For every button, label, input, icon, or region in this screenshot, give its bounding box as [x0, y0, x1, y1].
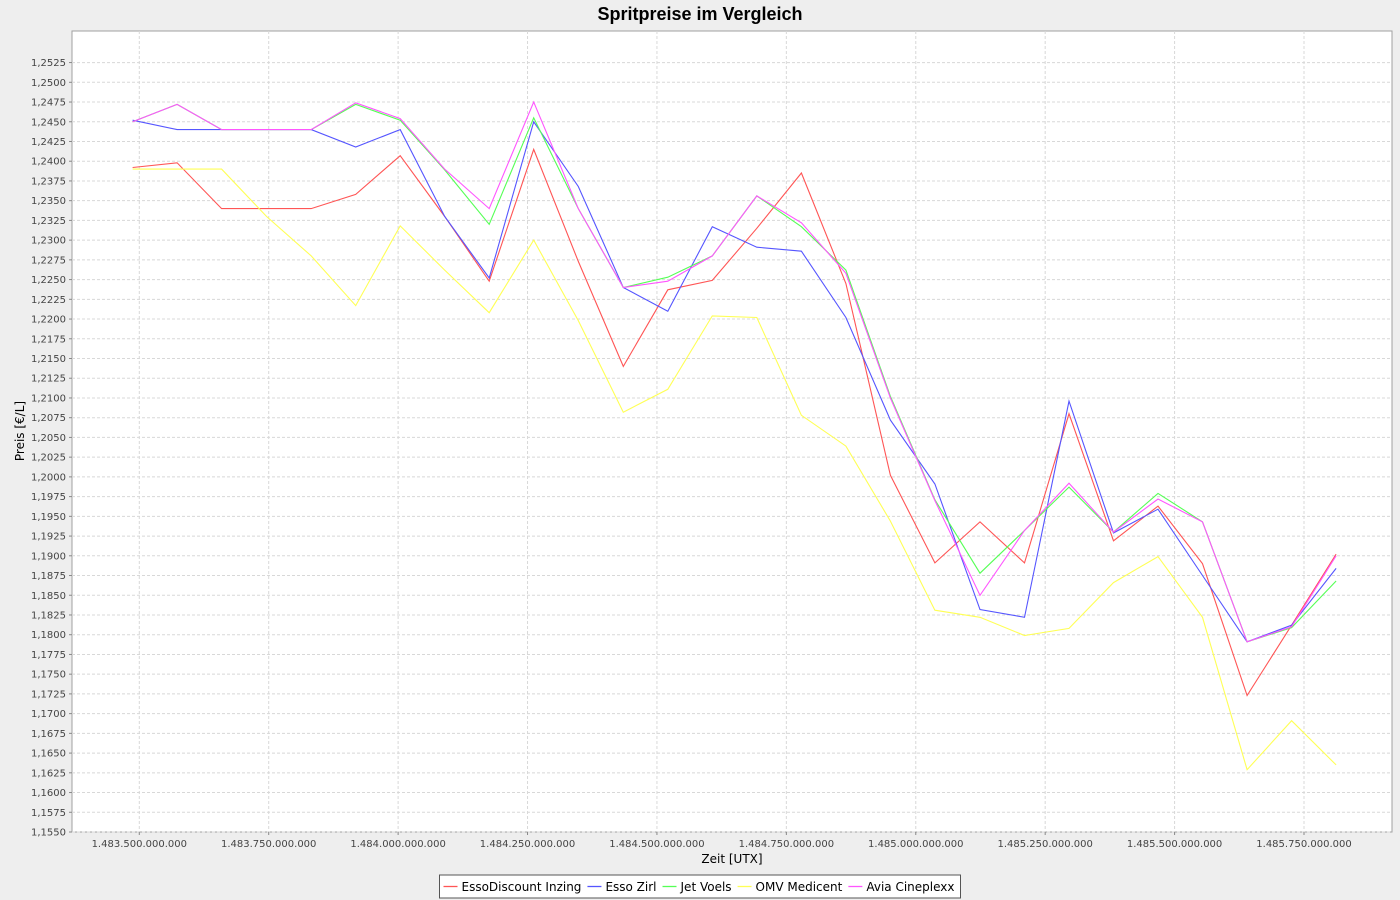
x-tick-label: 1.484.750.000.000	[739, 839, 834, 850]
y-tick-label: 1,1725	[31, 689, 66, 700]
y-tick-label: 1,1650	[31, 749, 66, 760]
y-tick-label: 1,1575	[31, 808, 66, 819]
x-tick-label: 1.485.250.000.000	[997, 839, 1092, 850]
y-tick-label: 1,2525	[31, 58, 66, 69]
y-tick-label: 1,2400	[31, 157, 66, 168]
y-tick-label: 1,2375	[31, 176, 66, 187]
legend-label: Avia Cineplexx	[866, 880, 954, 894]
y-tick-label: 1,2075	[31, 413, 66, 424]
y-tick-label: 1,2425	[31, 137, 66, 148]
y-tick-label: 1,1925	[31, 532, 66, 543]
grid-lines	[72, 31, 1392, 833]
y-tick-label: 1,1975	[31, 492, 66, 503]
legend-label: Jet Voels	[680, 880, 732, 894]
legend-box	[439, 874, 961, 899]
y-tick-label: 1,1850	[31, 591, 66, 602]
y-tick-label: 1,1550	[31, 828, 66, 839]
y-tick-label: 1,2050	[31, 433, 66, 444]
y-tick-label: 1,2275	[31, 255, 66, 266]
x-tick-label: 1.485.500.000.000	[1127, 839, 1222, 850]
y-tick-label: 1,2250	[31, 275, 66, 286]
series-line-2	[132, 119, 1337, 643]
x-tick-label: 1.484.000.000.000	[350, 839, 445, 850]
plot-area	[71, 30, 1393, 833]
y-tick-label: 1,1775	[31, 650, 66, 661]
y-tick-label: 1,2150	[31, 354, 66, 365]
x-tick-label: 1.484.500.000.000	[609, 839, 704, 850]
series-line-4	[132, 168, 1337, 771]
y-axis: 1,1550 1,1575 1,1600 1,1625 1,1650 1,1675 1,17…	[31, 58, 72, 839]
y-tick-label: 1,1900	[31, 551, 66, 562]
y-tick-label: 1,2100	[31, 393, 66, 404]
chart-title: Spritpreise im Vergleich	[597, 4, 802, 24]
y-tick-label: 1,2125	[31, 374, 66, 385]
y-tick-label: 1,1600	[31, 788, 66, 799]
y-tick-label: 1,1700	[31, 709, 66, 720]
y-tick-label: 1,2225	[31, 295, 66, 306]
x-axis-label: Zeit [UTX]	[701, 852, 762, 866]
y-tick-label: 1,2475	[31, 98, 66, 109]
y-tick-label: 1,2025	[31, 453, 66, 464]
y-tick-label: 1,2350	[31, 196, 66, 207]
x-tick-label: 1.485.000.000.000	[868, 839, 963, 850]
y-tick-label: 1,2325	[31, 216, 66, 227]
x-tick-label: 1.484.250.000.000	[480, 839, 575, 850]
y-tick-label: 1,2500	[31, 78, 66, 89]
series-lines	[132, 100, 1337, 771]
series-line-1	[132, 147, 1337, 697]
y-tick-label: 1,2175	[31, 334, 66, 345]
y-tick-label: 1,1625	[31, 768, 66, 779]
y-tick-label: 1,1750	[31, 670, 66, 681]
y-tick-label: 1,2000	[31, 472, 66, 483]
x-tick-label: 1.485.750.000.000	[1256, 839, 1351, 850]
y-tick-label: 1,2200	[31, 315, 66, 326]
legend-label: Esso Zirl	[605, 880, 656, 894]
y-axis-label: Preis [€/L]	[13, 401, 27, 461]
x-tick-label: 1.483.500.000.000	[92, 839, 187, 850]
y-tick-label: 1,1875	[31, 571, 66, 582]
legend-label: EssoDiscount Inzing	[462, 880, 582, 894]
y-tick-label: 1,2300	[31, 236, 66, 247]
legend-label: OMV Medicent	[756, 880, 843, 894]
y-tick-label: 1,1675	[31, 729, 66, 740]
y-tick-label: 1,2450	[31, 117, 66, 128]
y-tick-label: 1,1950	[31, 512, 66, 523]
series-line-5	[132, 100, 1337, 643]
y-tick-label: 1,1825	[31, 610, 66, 621]
x-tick-label: 1.483.750.000.000	[221, 839, 316, 850]
legend: EssoDiscount Inzing Esso Zirl Jet Voels OMV…	[439, 874, 961, 899]
x-axis: 1.483.500.000.000 1.483.750.000.000 1.484.…	[92, 832, 1352, 850]
y-tick-label: 1,1800	[31, 630, 66, 641]
